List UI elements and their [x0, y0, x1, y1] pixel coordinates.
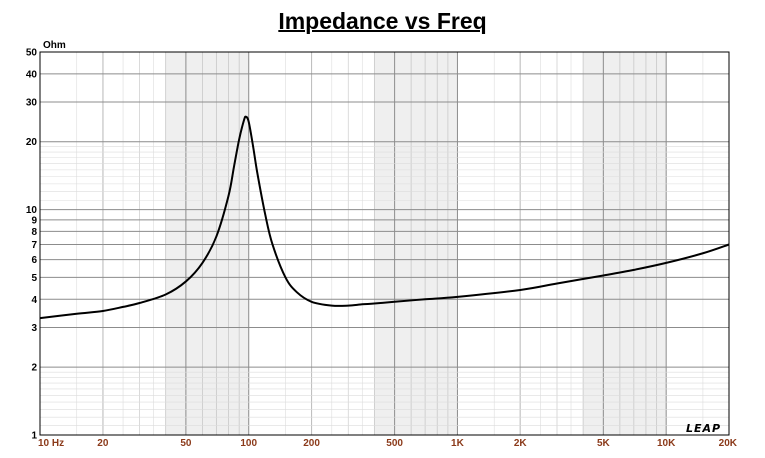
chart-title: Impedance vs Freq: [278, 8, 487, 34]
y-tick-label-10: 20: [26, 137, 38, 148]
y-tick-label-8: 9: [31, 215, 37, 226]
plot-frame: [39, 51, 730, 436]
decade-shade-1: [374, 52, 458, 435]
y-tick-label-4: 5: [31, 273, 37, 284]
y-tick-label-0: 1: [31, 431, 37, 442]
y-tick-label-9: 10: [26, 205, 38, 216]
impedance-curve: [39, 115, 730, 320]
y-unit-label: Ohm: [43, 40, 66, 51]
x-tick-label-10: 20K: [719, 438, 738, 449]
decade-shade-2: [583, 52, 667, 435]
x-tick-label-4: 200: [303, 438, 320, 449]
x-tick-label-5: 500: [386, 438, 403, 449]
x-tick-label-8: 5K: [597, 438, 611, 449]
y-tick-label-13: 50: [26, 48, 38, 59]
octave-shading: [165, 52, 667, 435]
y-tick-label-2: 3: [31, 323, 37, 334]
decade-shade-0: [165, 52, 249, 435]
x-tick-label-1: 20: [97, 438, 109, 449]
y-tick-label-1: 2: [31, 363, 37, 374]
leap-logo-text: LEAP: [686, 422, 721, 435]
x-tick-label-9: 10K: [657, 438, 676, 449]
x-tick-label-6: 1K: [451, 438, 465, 449]
y-tick-label-5: 6: [31, 255, 37, 266]
y-tick-label-7: 8: [31, 227, 37, 238]
x-tick-label-7: 2K: [514, 438, 528, 449]
x-tick-labels: 10 Hz 20 50 100 200 500 1K 2K 5K 10K 20K: [38, 438, 738, 449]
y-tick-label-6: 7: [31, 240, 37, 251]
y-tick-label-3: 4: [31, 295, 37, 306]
x-tick-label-2: 50: [180, 438, 192, 449]
x-tick-label-3: 100: [240, 438, 257, 449]
y-tick-label-12: 40: [26, 69, 38, 80]
x-tick-label-0: 10 Hz: [38, 438, 64, 449]
y-tick-label-11: 30: [26, 98, 38, 109]
leap-logo: LEAP: [686, 422, 721, 435]
